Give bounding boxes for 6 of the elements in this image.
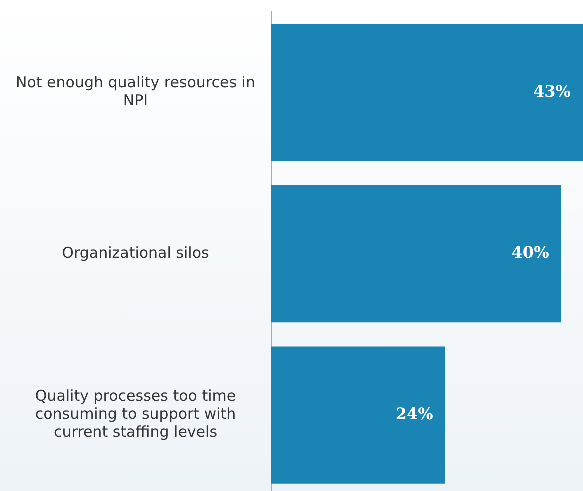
- y-tick-label: Quality processes too time consuming to support with current staffing levels: [35, 387, 236, 442]
- data-label: 43%: [534, 82, 571, 101]
- y-tick-label: Not enough quality resources in NPI: [16, 74, 256, 110]
- y-tick-label: Organizational silos: [62, 244, 210, 262]
- data-label: 40%: [512, 243, 550, 262]
- data-label: 24%: [396, 404, 434, 424]
